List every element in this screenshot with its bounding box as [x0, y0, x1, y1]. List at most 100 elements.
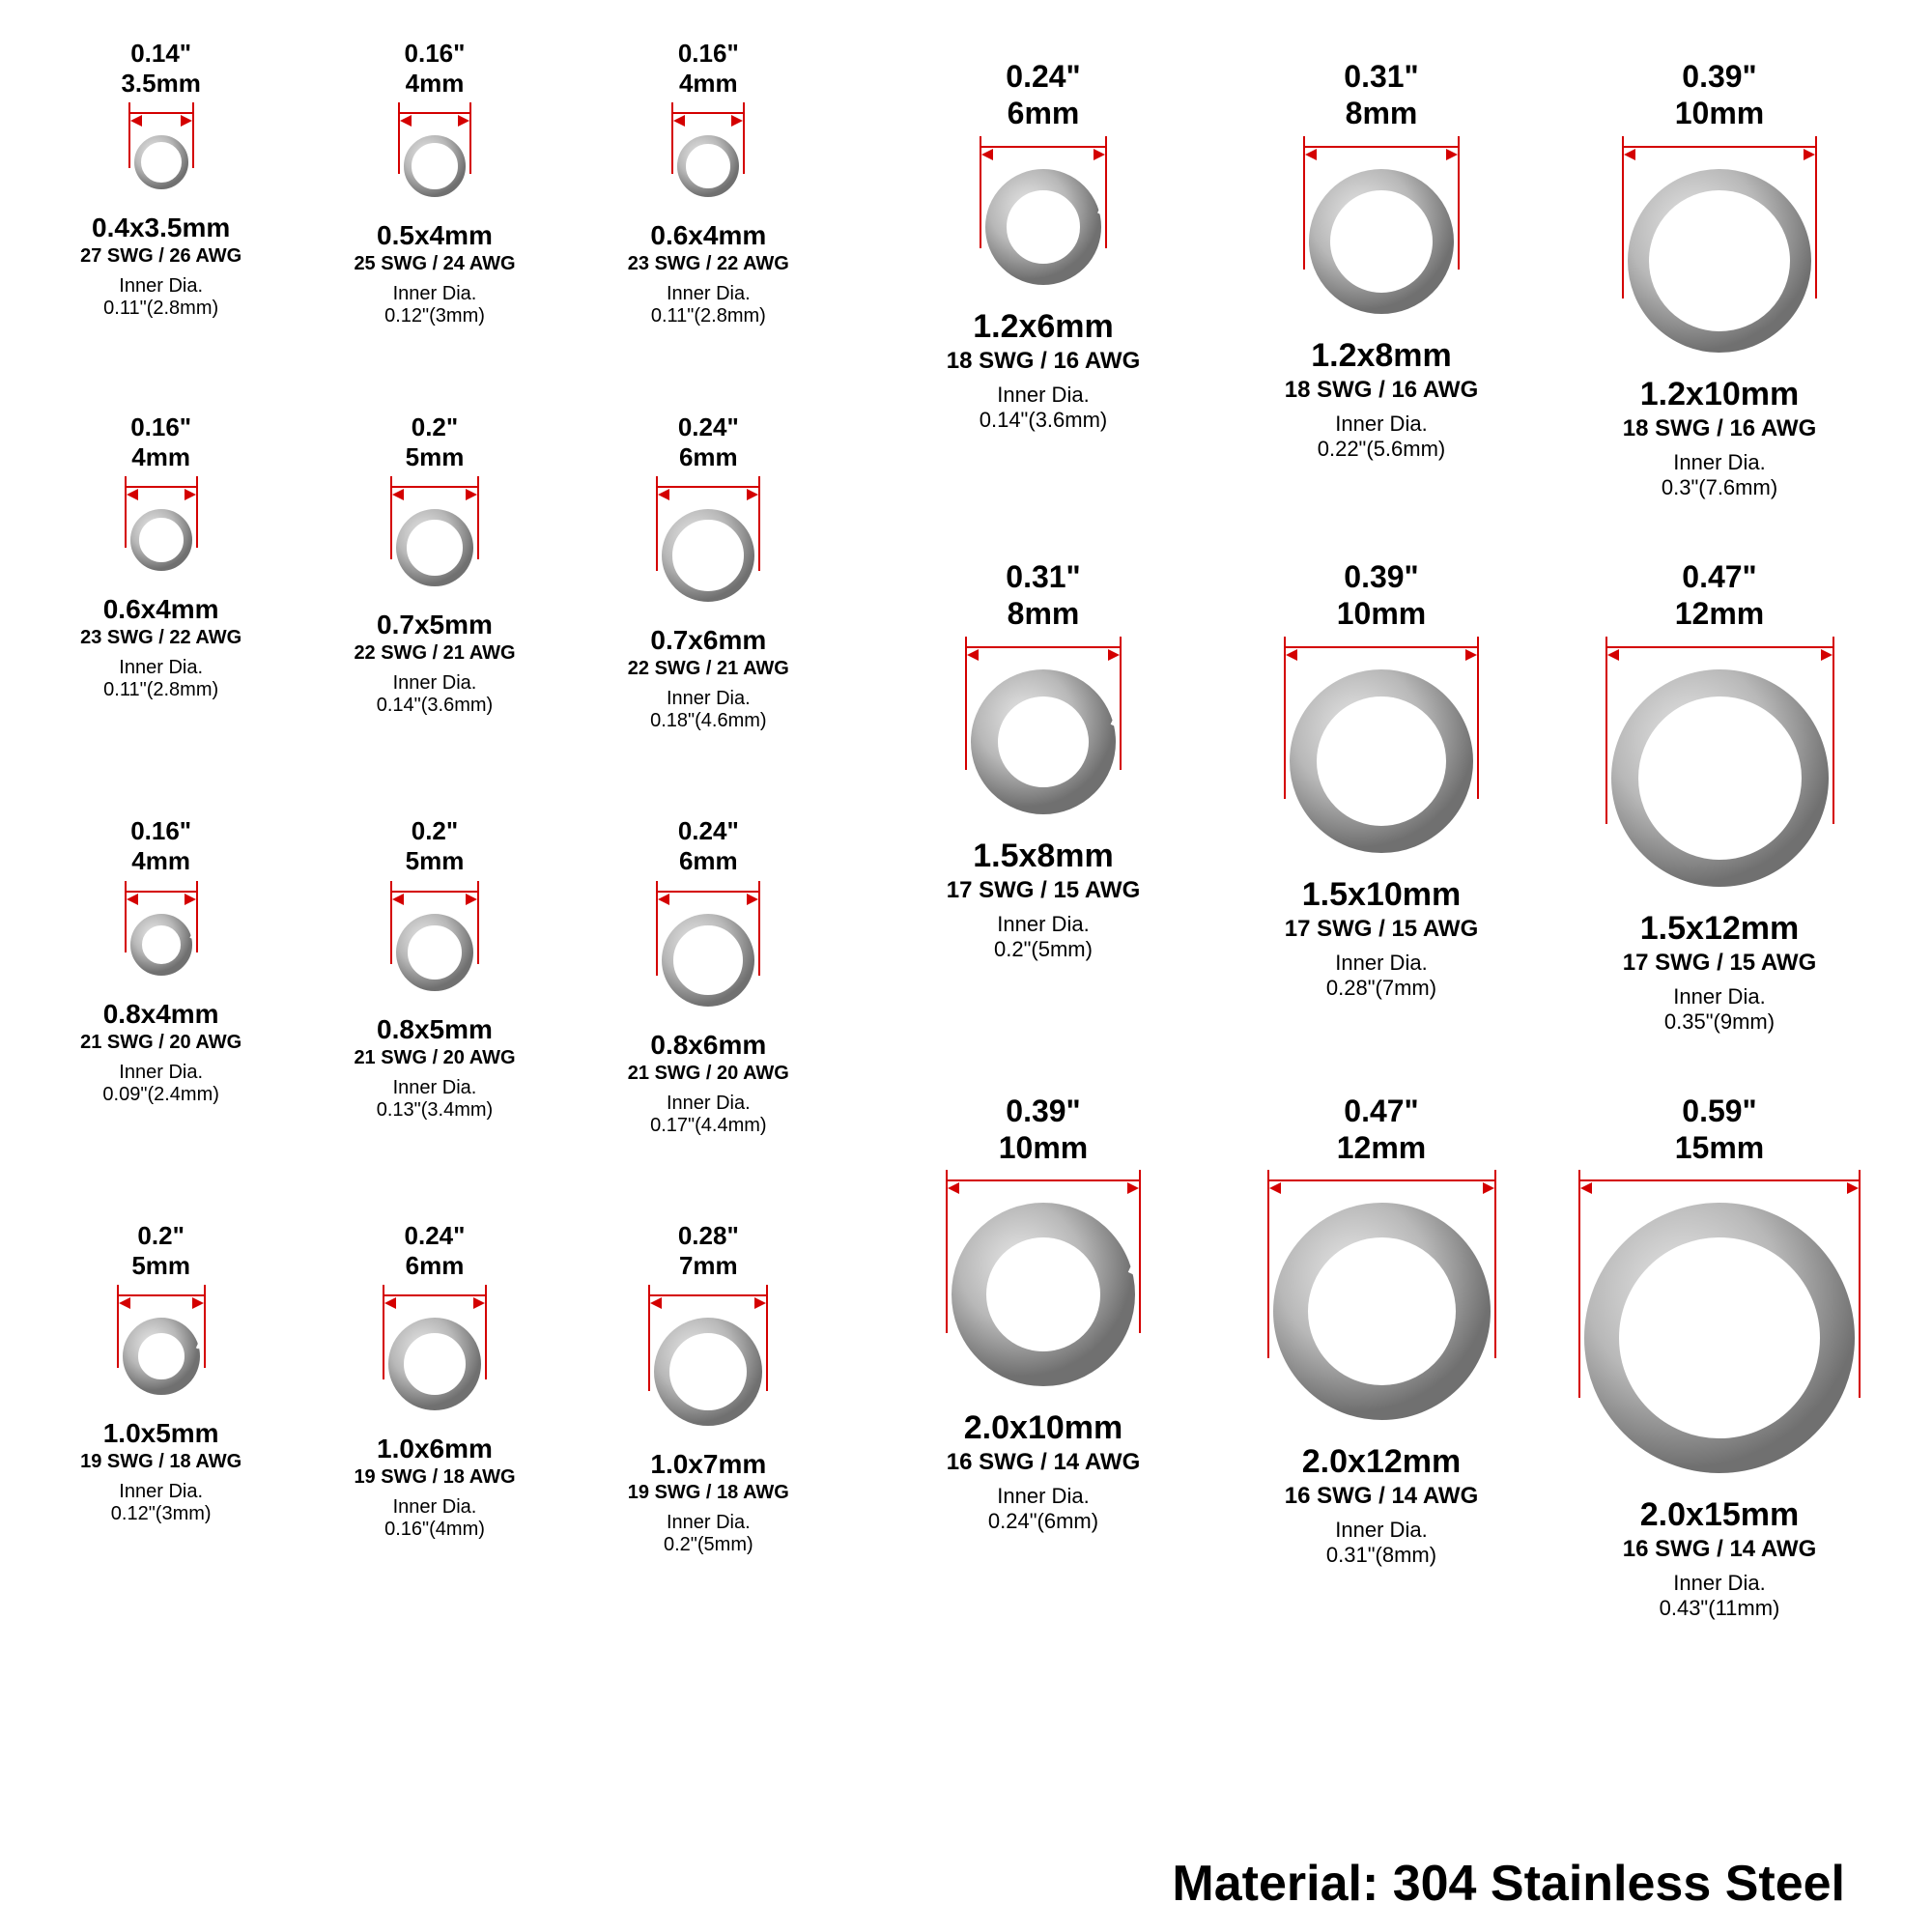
- ring-size-label: 1.5x12mm: [1640, 910, 1799, 948]
- outer-dimension: 0.16" 4mm: [130, 412, 191, 472]
- outer-inch: 0.24": [678, 816, 739, 846]
- wire-gauge-label: 16 SWG / 14 AWG: [1623, 1536, 1817, 1563]
- ring-graphic: [128, 104, 194, 199]
- ring-item: 0.24" 6mm 1.2x6mm 18 SWG / 16 AWG Inner …: [889, 58, 1198, 500]
- inner-dia-value: 0.13"(3.4mm): [377, 1099, 493, 1122]
- outer-dimension: 0.2" 5mm: [131, 1221, 190, 1281]
- inner-dia-heading: Inner Dia.: [119, 657, 203, 679]
- ring-item: 0.47" 12mm 2.0x12mm 16 SWG / 14 AWG Inne…: [1227, 1093, 1536, 1622]
- wire-gauge-label: 23 SWG / 22 AWG: [628, 253, 789, 275]
- wire-gauge-label: 25 SWG / 24 AWG: [354, 253, 515, 275]
- dimension-line: [398, 112, 471, 114]
- inner-dia-value: 0.2"(5mm): [664, 1534, 753, 1556]
- ring-item: 0.59" 15mm 2.0x15mm 16 SWG / 14 AWG Inne…: [1565, 1093, 1874, 1622]
- dimension-line: [1622, 146, 1817, 148]
- material-label: Material: 304 Stainless Steel: [1172, 1855, 1845, 1913]
- outer-dimension: 0.16" 4mm: [130, 816, 191, 876]
- inner-dia-value: 0.35"(9mm): [1664, 1009, 1775, 1035]
- ring-item: 0.16" 4mm 0.6x4mm 23 SWG / 22 AWG Inner …: [39, 412, 283, 798]
- outer-inch: 0.16": [678, 39, 739, 69]
- ring-item: 0.39" 10mm 1.2x10mm 18 SWG / 16 AWG Inne…: [1565, 58, 1874, 500]
- ring-item: 0.2" 5mm 0.7x5mm 22 SWG / 21 AWG Inner D…: [312, 412, 556, 798]
- outer-inch: 0.31": [1344, 58, 1418, 95]
- wire-gauge-label: 18 SWG / 16 AWG: [1285, 377, 1479, 404]
- outer-dimension: 0.24" 6mm: [678, 412, 739, 472]
- outer-dimension: 0.39" 10mm: [999, 1093, 1089, 1167]
- outer-mm: 4mm: [130, 442, 191, 472]
- ring-item: 0.2" 5mm 1.0x5mm 19 SWG / 18 AWG Inner D…: [39, 1221, 283, 1622]
- inner-dia-heading: Inner Dia.: [1673, 984, 1765, 1009]
- ring-graphic: [1303, 138, 1460, 324]
- outer-inch: 0.2": [131, 1221, 190, 1251]
- ring-graphic: [1605, 639, 1834, 896]
- wire-gauge-label: 22 SWG / 21 AWG: [628, 658, 789, 680]
- inner-dia-heading: Inner Dia.: [997, 383, 1089, 408]
- outer-dimension: 0.24" 6mm: [1006, 58, 1080, 132]
- ring-graphic: [1622, 138, 1817, 362]
- inner-dia-value: 0.17"(4.4mm): [650, 1115, 766, 1137]
- outer-mm: 5mm: [406, 846, 465, 876]
- dimension-line: [1605, 646, 1834, 648]
- ring-item: 0.31" 8mm 1.2x8mm 18 SWG / 16 AWG Inner …: [1227, 58, 1536, 500]
- dimension-line: [125, 891, 198, 893]
- outer-inch: 0.31": [1006, 558, 1080, 595]
- inner-dia-value: 0.43"(11mm): [1660, 1596, 1780, 1621]
- outer-inch: 0.2": [406, 816, 465, 846]
- dimension-line: [671, 112, 745, 114]
- outer-dimension: 0.39" 10mm: [1675, 58, 1765, 132]
- inner-dia-value: 0.3"(7.6mm): [1662, 475, 1777, 500]
- ring-item: 0.39" 10mm 1.5x10mm 17 SWG / 15 AWG Inne…: [1227, 558, 1536, 1035]
- dimension-line: [390, 486, 479, 488]
- wire-gauge-label: 27 SWG / 26 AWG: [80, 245, 242, 268]
- dimension-line: [1578, 1179, 1861, 1181]
- outer-inch: 0.24": [678, 412, 739, 442]
- inner-dia-heading: Inner Dia.: [393, 283, 477, 305]
- inner-dia-value: 0.16"(4mm): [384, 1519, 485, 1541]
- ring-item: 0.28" 7mm 1.0x7mm 19 SWG / 18 AWG Inner …: [586, 1221, 831, 1622]
- ring-graphic: [398, 104, 471, 207]
- dimension-line: [117, 1294, 206, 1296]
- wire-gauge-label: 16 SWG / 14 AWG: [947, 1449, 1141, 1476]
- inner-dia-heading: Inner Dia.: [119, 1481, 203, 1503]
- ring-graphic: [1267, 1172, 1496, 1430]
- dimension-line: [1303, 146, 1460, 148]
- inner-dia-value: 0.11"(2.8mm): [651, 305, 766, 327]
- wire-gauge-label: 21 SWG / 20 AWG: [80, 1032, 242, 1054]
- ring-graphic: [1578, 1172, 1861, 1483]
- outer-inch: 0.16": [405, 39, 466, 69]
- outer-inch: 0.16": [130, 816, 191, 846]
- dimension-line: [390, 891, 479, 893]
- outer-mm: 6mm: [1006, 95, 1080, 131]
- inner-dia-heading: Inner Dia.: [1335, 412, 1427, 437]
- outer-mm: 12mm: [1675, 595, 1765, 632]
- wire-gauge-label: 17 SWG / 15 AWG: [1623, 950, 1817, 977]
- inner-dia-heading: Inner Dia.: [1673, 450, 1765, 475]
- outer-dimension: 0.2" 5mm: [406, 412, 465, 472]
- ring-size-label: 0.8x6mm: [650, 1030, 766, 1061]
- outer-inch: 0.47": [1675, 558, 1765, 595]
- inner-dia-value: 0.24"(6mm): [988, 1509, 1098, 1534]
- ring-graphic: [390, 883, 479, 1001]
- ring-graphic: [980, 138, 1107, 295]
- ring-item: 0.24" 6mm 1.0x6mm 19 SWG / 18 AWG Inner …: [312, 1221, 556, 1622]
- wire-gauge-label: 21 SWG / 20 AWG: [628, 1063, 789, 1085]
- ring-graphic: [390, 478, 479, 596]
- outer-dimension: 0.24" 6mm: [405, 1221, 466, 1281]
- ring-graphic: [946, 1172, 1141, 1396]
- wire-gauge-label: 23 SWG / 22 AWG: [80, 627, 242, 649]
- ring-size-label: 2.0x10mm: [964, 1409, 1122, 1447]
- inner-dia-value: 0.14"(3.6mm): [377, 695, 493, 717]
- inner-dia-value: 0.14"(3.6mm): [980, 408, 1108, 433]
- inner-dia-value: 0.22"(5.6mm): [1318, 437, 1446, 462]
- ring-size-label: 1.0x5mm: [103, 1418, 219, 1449]
- outer-mm: 10mm: [1337, 595, 1427, 632]
- outer-mm: 6mm: [678, 846, 739, 876]
- outer-inch: 0.39": [1337, 558, 1427, 595]
- dimension-line: [980, 146, 1107, 148]
- outer-mm: 6mm: [678, 442, 739, 472]
- inner-dia-value: 0.12"(3mm): [384, 305, 485, 327]
- ring-item: 0.14" 3.5mm 0.4x3.5mm 27 SWG / 26 AWG In…: [39, 39, 283, 393]
- outer-dimension: 0.39" 10mm: [1337, 558, 1427, 633]
- wire-gauge-label: 22 SWG / 21 AWG: [354, 642, 515, 665]
- outer-dimension: 0.16" 4mm: [678, 39, 739, 99]
